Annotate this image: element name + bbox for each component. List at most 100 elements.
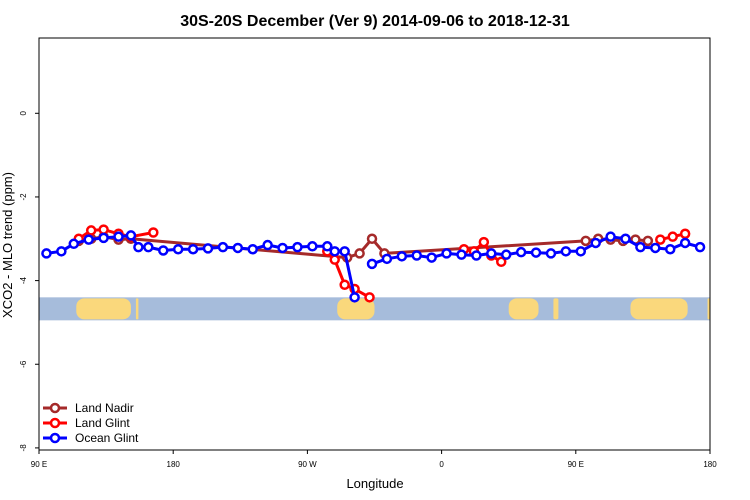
land-nadir-point [580, 235, 591, 247]
ocean-glint-point [83, 234, 94, 245]
ocean-glint-point [575, 246, 587, 257]
ocean-glint-point [500, 249, 512, 260]
y-tick-label: -4 [19, 276, 28, 284]
land-glint-point [679, 228, 691, 240]
ocean-glint-point [125, 230, 137, 241]
x-tick-label: 90 E [568, 460, 584, 469]
ocean-glint-point [366, 258, 378, 270]
land-patch [707, 298, 710, 320]
land-nadir-point [366, 233, 378, 245]
x-tick-label: 180 [167, 460, 181, 469]
ocean-glint-point [396, 251, 408, 262]
ocean-glint-point [694, 241, 706, 253]
ocean-glint-point [172, 243, 184, 255]
ocean-glint-point [620, 233, 631, 245]
ocean-glint-point [560, 246, 572, 257]
x-tick-label: 0 [439, 460, 444, 469]
land-glint-point [98, 224, 109, 235]
land-glint-point [339, 279, 350, 291]
x-axis-label: Longitude [346, 476, 403, 491]
land-patch [337, 298, 375, 320]
land-ocean-band [39, 297, 710, 321]
ocean-glint-point [679, 237, 691, 249]
legend-item-ocean-glint: Ocean Glint [43, 431, 139, 445]
ocean-glint-point [349, 292, 360, 303]
land-glint-point [667, 231, 678, 242]
legend-marker [49, 417, 61, 429]
land-glint-point [364, 292, 375, 303]
land-patch [76, 298, 131, 320]
land-nadir-point [354, 248, 365, 259]
legend-marker [49, 432, 61, 444]
ocean-glint-point [329, 246, 340, 257]
ocean-glint-point [68, 238, 80, 250]
ocean-glint-point [277, 242, 288, 254]
legend-label: Land Glint [75, 416, 130, 430]
series-group [41, 224, 706, 303]
y-tick-label: -6 [19, 360, 28, 368]
land-patch [508, 298, 539, 320]
ocean-glint-point [41, 248, 52, 259]
ocean-glint-point [262, 239, 273, 251]
ocean-glint-point [113, 231, 124, 242]
ocean-glint-point [232, 242, 244, 254]
ocean-glint-point [471, 250, 482, 261]
ocean-glint-point [411, 250, 422, 261]
ocean-glint-point [456, 249, 467, 260]
ocean-glint-point [292, 241, 303, 253]
y-axis-label: XCO2 - MLO trend (ppm) [0, 172, 15, 318]
ocean-glint-point [664, 243, 676, 255]
ocean-glint-point [605, 231, 616, 242]
y-tick-label: 0 [19, 111, 28, 116]
land-glint-point [85, 225, 97, 236]
land-glint-point [478, 236, 490, 248]
ocean-glint-point [545, 248, 557, 259]
land-patch [553, 298, 559, 320]
legend-marker [49, 402, 61, 414]
ocean-glint-point [322, 241, 333, 252]
legend-label: Ocean Glint [75, 431, 139, 445]
y-tick-label: -2 [19, 193, 28, 201]
ocean-glint-point [133, 241, 144, 253]
land-patch [630, 298, 688, 320]
x-tick-label: 90 E [31, 460, 47, 469]
land-glint-point [329, 254, 340, 265]
x-tick-label: 90 W [298, 460, 317, 469]
y-tick-label: -8 [19, 444, 28, 452]
legend-label: Land Nadir [75, 401, 134, 415]
ocean-glint-point [247, 243, 258, 255]
ocean-glint-point [202, 243, 214, 254]
land-glint-point [495, 256, 507, 268]
plot-frame [38, 37, 711, 451]
ocean-glint-point [486, 248, 497, 259]
land-nadir-point [642, 235, 654, 247]
legend-item-land-nadir: Land Nadir [43, 401, 134, 415]
land-patch [135, 298, 139, 320]
ocean-glint-point [530, 247, 542, 258]
ocean-glint-point [217, 241, 229, 253]
ocean-glint-point [441, 248, 452, 259]
x-axis: 90 E 180 90 W 0 90 E 180 [31, 450, 717, 469]
ocean-glint-point [426, 252, 437, 263]
ocean-glint-point [515, 246, 527, 258]
ocean-glint-point [339, 246, 350, 257]
series-ocean-glint [41, 230, 706, 303]
ocean-glint-point [98, 232, 109, 244]
ocean-glint-point [187, 243, 199, 255]
legend-item-land-glint: Land Glint [43, 416, 130, 430]
ocean-glint-point [143, 241, 154, 253]
x-tick-label: 180 [703, 460, 717, 469]
land-glint-point [655, 234, 666, 245]
land-glint-point [148, 227, 159, 238]
chart-title: 30S-20S December (Ver 9) 2014-09-06 to 2… [180, 13, 570, 30]
y-axis: 0 -2 -4 -6 -8 [19, 111, 39, 452]
ocean-glint-point [590, 237, 601, 249]
ocean-glint-point [56, 246, 67, 257]
ocean-glint-point [635, 241, 646, 253]
ocean-glint-point [307, 241, 318, 252]
ocean-glint-point [381, 253, 393, 265]
ocean-glint-point [650, 242, 661, 254]
ocean-glint-point [158, 245, 169, 256]
